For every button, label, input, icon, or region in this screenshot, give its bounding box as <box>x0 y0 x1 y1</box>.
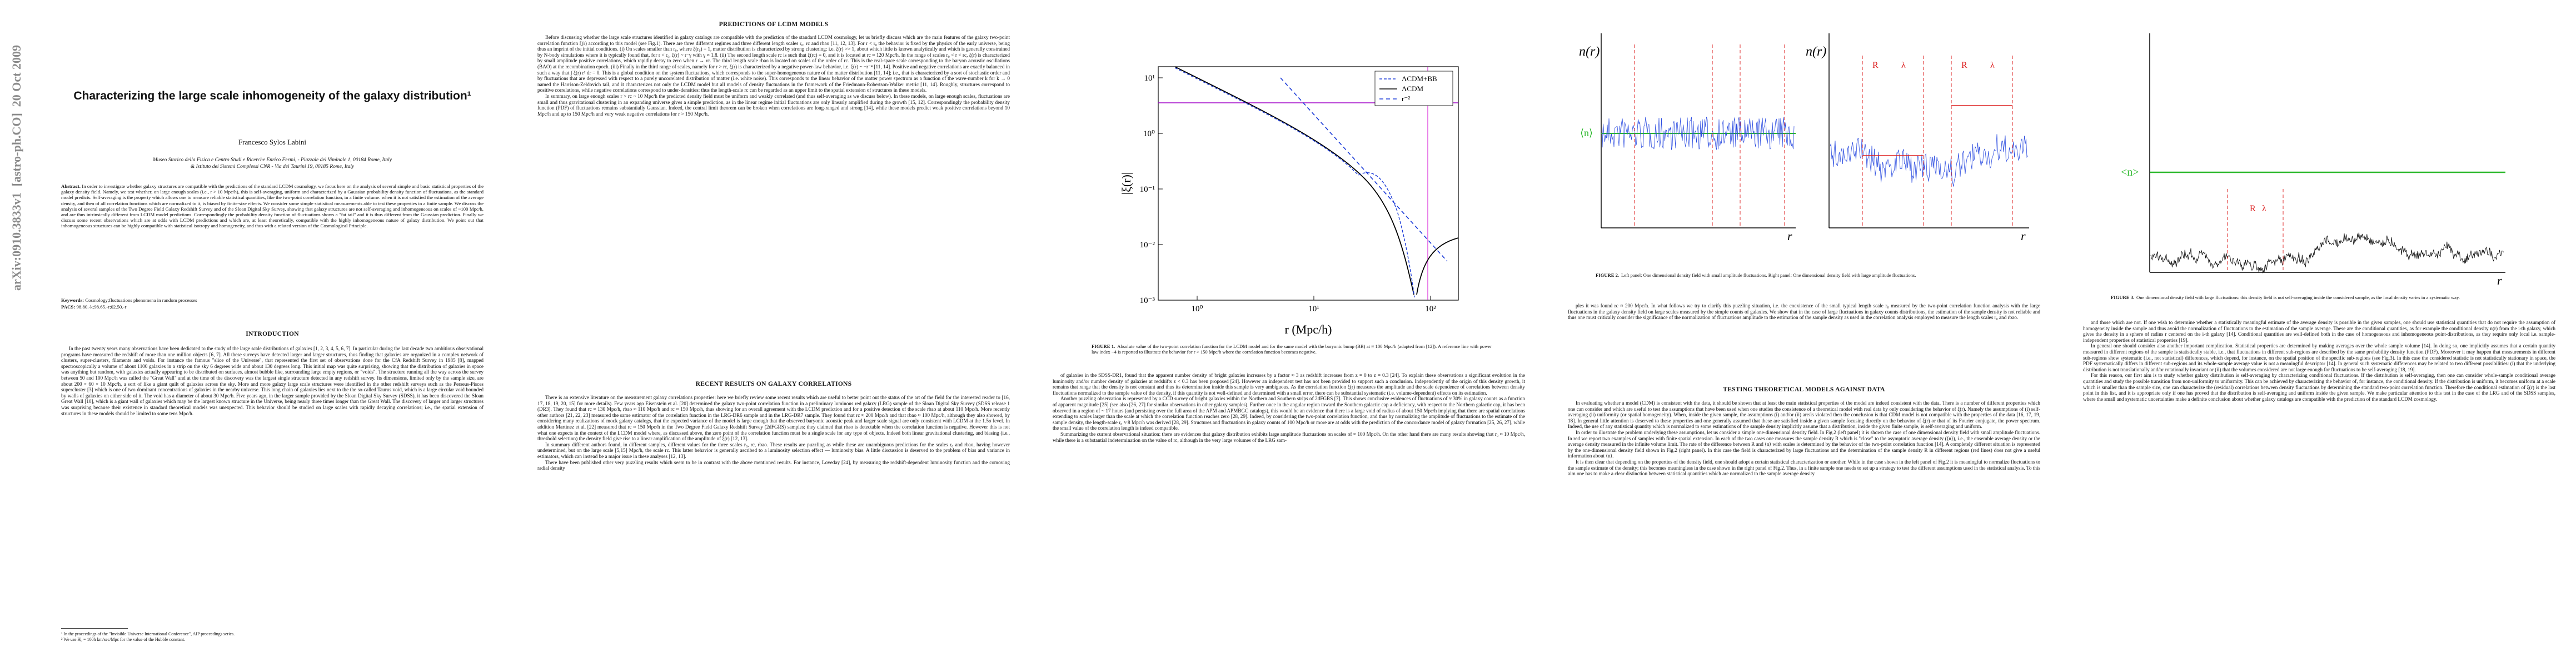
affiliation: & Istituto dei Sistemi Complessi CNR - V… <box>190 164 355 170</box>
figure-3: R λ <n> r <box>2121 33 2505 287</box>
sample-label: λ <box>1990 61 1995 70</box>
footnote: ² We use H₀ = 100h km/sec/Mpc for the va… <box>61 636 186 642</box>
density-field <box>2150 232 2504 273</box>
density-field <box>1830 134 2028 187</box>
page: PREDICTIONS OF LCDM MODELS Before discus… <box>515 0 1030 667</box>
paragraph: In evaluating whether a model (CDM) is c… <box>1568 400 2040 430</box>
section-heading: PREDICTIONS OF LCDM MODELS <box>719 21 829 28</box>
caption-text: Left panel: One dimensional density fiel… <box>1621 272 1916 278</box>
x-axis-label: r <box>1787 229 1792 243</box>
x-tick-label: 10¹ <box>1308 305 1319 313</box>
caption-label: FIGURE 3. <box>2111 295 2135 300</box>
pacs: PACS: 98.80.-k;98.65.-r;02.50.-r <box>61 304 484 310</box>
section-heading: INTRODUCTION <box>246 331 299 337</box>
body-text: and those which are not. If one wish to … <box>2083 320 2555 402</box>
caption-label: FIGURE 1. <box>1092 344 1115 349</box>
paragraph: Before discussing whether the large scal… <box>537 34 1010 93</box>
x-axis-label: r <box>2021 229 2026 243</box>
figure-caption: FIGURE 3. One dimensional density field w… <box>2111 295 2522 300</box>
lcdm-bb-curve <box>1174 67 1415 298</box>
page: n(r) ⟨n⟩ r R λ R λ n(r) r FIGURE 2. Left … <box>1546 0 2061 667</box>
y-axis-label: n(r) <box>1806 44 1826 59</box>
paragraph: of galaxies in the SDSS-DR1, found that … <box>1053 372 1525 396</box>
sample-label: R <box>1961 61 1967 70</box>
paragraph: There is an extensive literature on the … <box>537 395 1010 442</box>
abstract-label: Abstract. <box>61 183 81 189</box>
abstract: Abstract. In order to investigate whethe… <box>61 183 484 229</box>
y-tick-label: 10⁻³ <box>1140 296 1155 305</box>
y-axis-label: |ξ(r)| <box>1119 172 1133 195</box>
x-tick-label: 10² <box>1425 305 1436 313</box>
page: R λ <n> r FIGURE 3. One dimensional densi… <box>2061 0 2576 667</box>
caption-label: FIGURE 2. <box>1596 272 1620 278</box>
pacs-text: 98.80.-k;98.65.-r;02.50.-r <box>76 304 127 310</box>
figure-caption: FIGURE 2. Left panel: One dimensional den… <box>1596 272 1996 278</box>
lcdm-curve <box>1174 66 1459 295</box>
pacs-label: PACS: <box>61 304 76 310</box>
legend-label: ΛCDM+BB <box>1402 74 1437 83</box>
y-tick-label: 10¹ <box>1144 74 1155 83</box>
affiliation: Museo Storico della Fisica e Centro Stud… <box>153 157 392 163</box>
legend-label: r⁻² <box>1402 94 1410 103</box>
caption-text: One dimensional density field with large… <box>2136 295 2460 300</box>
abstract-text: In order to investigate whether galaxy s… <box>61 183 484 229</box>
keywords: Keywords: Cosmology;fluctuations phenome… <box>61 297 484 303</box>
figure-2: n(r) ⟨n⟩ r R λ R λ n(r) r <box>1579 33 2029 243</box>
figure-1: ΛCDM+BB ΛCDM r⁻² |ξ(r)| r (Mpc/h) 10⁰ 10¹… <box>1119 66 1459 336</box>
paragraph: For this reason, our first aim is to stu… <box>2083 372 2555 402</box>
body-text: ples it was found rc ≈ 200 Mpc/h. In wha… <box>1568 303 2040 321</box>
title: Characterizing the large scale inhomogen… <box>73 89 471 102</box>
sample-label: R <box>2250 204 2256 213</box>
page: ΛCDM+BB ΛCDM r⁻² |ξ(r)| r (Mpc/h) 10⁰ 10¹… <box>1030 0 1546 667</box>
footnote-rule <box>61 628 128 629</box>
caption-text: Absolute value of the two-point correlat… <box>1092 344 1492 355</box>
y-tick-label: 10⁰ <box>1143 130 1155 138</box>
x-tick-label: 10⁰ <box>1191 305 1203 313</box>
paragraph: In summary different authors found, in d… <box>537 441 1010 459</box>
section-heading: RECENT RESULTS ON GALAXY CORRELATIONS <box>695 381 852 387</box>
figure-caption: FIGURE 1. Absolute value of the two-point… <box>1092 344 1492 355</box>
paragraph: Another puzzling observation is represen… <box>1053 396 1525 431</box>
paragraph: In summary, on large enough scales r > r… <box>537 93 1010 117</box>
keywords-text: Cosmology;fluctuations phenomena in rand… <box>85 297 197 303</box>
power-law-line <box>1280 77 1448 262</box>
sample-label: λ <box>2262 204 2266 213</box>
paragraph: It is then clear that depending on the p… <box>1568 459 2040 477</box>
keywords-label: Keywords: <box>61 297 84 303</box>
paragraph: Summarizing the current observational si… <box>1053 431 1525 443</box>
body-text: In evaluating whether a model (CDM) is c… <box>1568 400 2040 477</box>
mean-label: ⟨n⟩ <box>1580 127 1593 138</box>
y-axis-label: n(r) <box>1579 44 1600 59</box>
paragraph: In general one should consider also anot… <box>2083 343 2555 372</box>
footnote: ¹ In the proceedings of the "Invisible U… <box>61 631 235 636</box>
plot-frame <box>1158 66 1459 301</box>
body-text: Before discussing whether the large scal… <box>537 34 1010 117</box>
body-text: of galaxies in the SDSS-DR1, found that … <box>1053 372 1525 443</box>
y-tick-label: 10⁻² <box>1140 241 1155 250</box>
paragraph: and those which are not. If one wish to … <box>2083 320 2555 343</box>
noise-curve <box>1830 134 2028 187</box>
paragraph: In the past twenty years many observatio… <box>61 346 484 416</box>
sample-label: R <box>1872 61 1879 70</box>
paragraph: There have been published other very puz… <box>537 459 1010 471</box>
body-text: There is an extensive literature on the … <box>537 395 1010 471</box>
mean-label: <n> <box>2121 166 2139 178</box>
paragraph: ples it was found rc ≈ 200 Mpc/h. In wha… <box>1568 303 2040 321</box>
author: Francesco Sylos Labini <box>238 138 307 146</box>
page: arXiv:0910.3833v1 [astro-ph.CO] 20 Oct 2… <box>0 0 515 667</box>
footnotes: ¹ In the proceedings of the "Invisible U… <box>61 631 484 642</box>
sample-label: λ <box>1901 61 1906 70</box>
noise-curve <box>2150 232 2504 273</box>
section-heading: TESTING THEORETICAL MODELS AGAINST DATA <box>1723 386 1885 393</box>
legend-label: ΛCDM <box>1402 84 1423 93</box>
x-axis-label: r (Mpc/h) <box>1285 322 1332 336</box>
x-axis-label: r <box>2497 273 2502 287</box>
paragraph: In order to illustrate the problem under… <box>1568 429 2040 459</box>
arxiv-sidebar: arXiv:0910.3833v1 [astro-ph.CO] 20 Oct 2… <box>9 45 23 291</box>
body-text: In the past twenty years many observatio… <box>61 346 484 416</box>
legend <box>1374 71 1453 106</box>
y-tick-label: 10⁻¹ <box>1140 185 1155 194</box>
